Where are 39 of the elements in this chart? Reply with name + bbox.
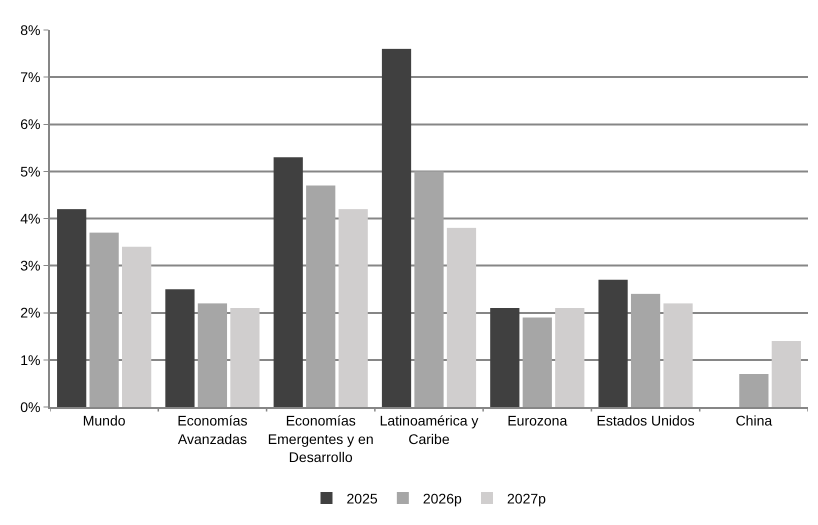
bar	[555, 308, 584, 407]
x-tick-label: China	[736, 412, 772, 429]
bar	[306, 186, 336, 407]
legend-label: 2025	[346, 490, 378, 506]
y-tick-label: 8%	[20, 22, 40, 38]
bar	[165, 289, 195, 407]
x-tick-label: Latinoamérica y Caribe	[380, 412, 478, 447]
bar	[57, 209, 86, 407]
y-tick-label: 6%	[20, 116, 40, 132]
bar	[772, 341, 801, 407]
bar	[338, 209, 368, 407]
x-tick-label: Mundo	[82, 412, 126, 429]
bar	[739, 374, 768, 407]
bar	[490, 308, 520, 407]
x-tick-label: Estados Unidos	[596, 412, 695, 429]
bar	[598, 280, 628, 407]
y-tick-label: 5%	[20, 163, 40, 180]
legend-label: 2027p	[507, 490, 546, 506]
bar	[198, 303, 228, 407]
y-tick-label: 1%	[20, 352, 40, 368]
bar	[274, 157, 303, 407]
y-tick-label: 2%	[20, 304, 40, 321]
bar	[90, 232, 119, 407]
bar	[446, 228, 476, 407]
bar	[382, 48, 412, 407]
legend-label: 2026p	[422, 490, 462, 506]
bar	[522, 317, 552, 407]
bar	[663, 303, 693, 407]
bar	[122, 246, 152, 407]
bar	[230, 308, 260, 407]
bar	[414, 171, 444, 407]
x-tick-label: Economías Avanzadas	[177, 412, 248, 447]
y-tick-label: 4%	[20, 210, 40, 226]
bar	[630, 294, 660, 407]
y-tick-label: 3%	[20, 258, 40, 274]
y-tick-label: 7%	[20, 69, 40, 86]
x-tick-label: Economías Emergentes y en Desarrollo	[268, 412, 374, 465]
y-tick-label: 0%	[20, 398, 40, 415]
x-tick-label: Eurozona	[507, 412, 568, 429]
